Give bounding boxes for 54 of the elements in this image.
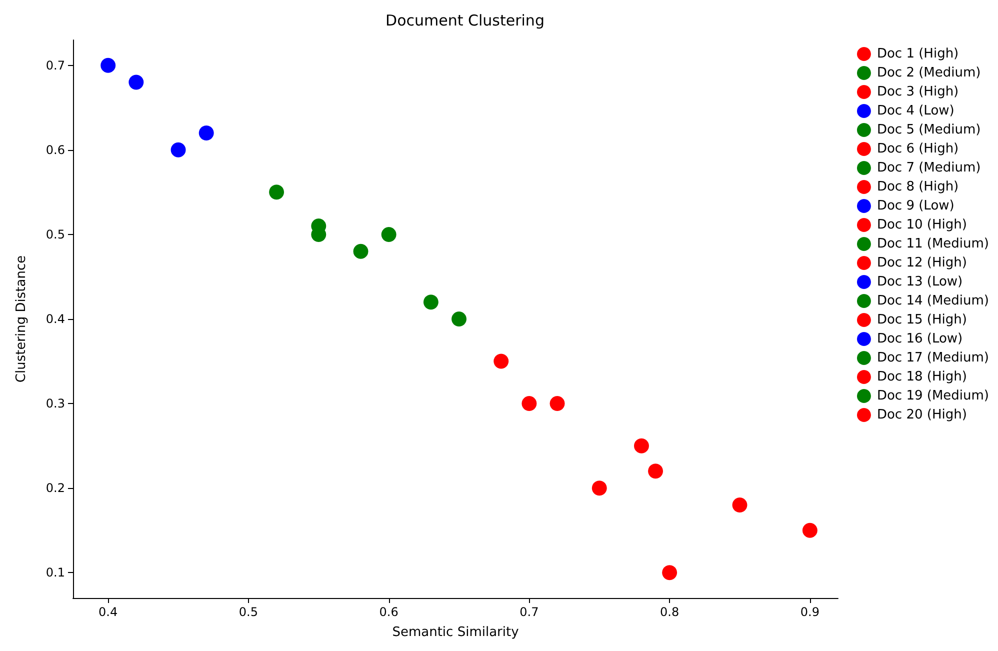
point [100,58,116,73]
point [522,396,537,412]
x-tick-label: 0.9 [800,605,820,619]
legend-label: Doc 20 (High) [876,408,967,422]
legend-label: Doc 11 (Medium) [876,236,990,252]
legend-label: Doc 14 (Medium) [876,294,990,308]
legend-label: Doc 15 (High) [876,312,967,328]
point [592,480,607,496]
y-tick-label: 0.5 [46,227,65,242]
point [648,464,664,479]
legend-label: Doc 9 (Low) [876,198,954,214]
legend-label: Doc 4 (Low) [876,104,954,118]
legend-label: Doc 13 (Low) [876,274,963,290]
point [269,184,284,200]
point [662,565,678,580]
legend-label: Doc 3 (High) [876,84,959,100]
legend-label: Doc 5 (Medium) [876,122,981,138]
point [170,142,186,158]
legend-label: Doc 7 (Medium) [876,160,981,176]
point [128,74,144,90]
point [452,312,467,326]
legend-label: Doc 12 (High) [876,256,967,270]
x-tick-label: 0.8 [660,605,680,619]
legend-label: Doc 19 (Medium) [876,388,990,404]
y-tick-label: 0.7 [46,58,65,72]
point [732,498,748,512]
y-tick-label: 0.2 [46,481,65,496]
point [634,438,649,454]
legend-label: Doc 18 (High) [876,370,967,384]
point [353,244,368,259]
legend-label: Doc 2 (Medium) [876,66,981,80]
y-tick-label: 0.3 [46,396,65,411]
point [550,396,565,412]
y-axis-title: Clustering Distance [14,255,29,383]
x-axis-title: Semantic Similarity [392,625,520,640]
point [494,354,509,369]
y-tick-label: 0.1 [46,566,65,580]
legend-label: Doc 1 (High) [876,46,959,62]
legend-label: Doc 10 (High) [876,218,967,232]
point [198,126,214,140]
point [423,294,438,310]
x-tick-label: 0.5 [238,605,258,619]
x-tick-label: 0.7 [520,605,539,619]
point [381,226,396,242]
y-tick-label: 0.6 [46,142,65,157]
legend-label: Doc 6 (High) [876,142,959,156]
point [802,522,818,538]
x-tick-label: 0.4 [98,605,118,619]
legend-label: Doc 16 (Low) [876,332,963,346]
x-tick-label: 0.6 [379,605,398,619]
legend-label: Doc 17 (Medium) [876,350,990,366]
legend-label: Doc 8 (High) [876,180,959,194]
y-tick-label: 0.4 [46,312,65,326]
chart-title: Document Clustering [386,12,544,30]
